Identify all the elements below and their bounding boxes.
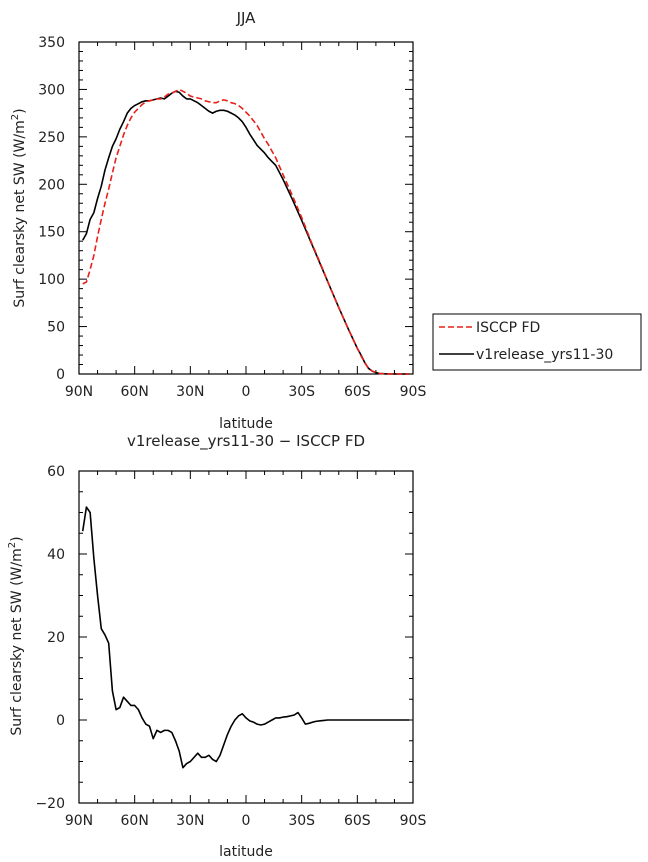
bottom-plot-area: 90N 60N 30N 0 30S 60S 90S −20 0 20 40 60	[35, 464, 426, 829]
x-tick-label: 30N	[176, 384, 204, 400]
legend-label-v1release: v1release_yrs11-30	[476, 347, 613, 363]
x-tick-label: 90S	[400, 813, 427, 829]
plot-frame	[78, 470, 414, 804]
y-tick-label: 200	[38, 177, 65, 193]
x-tick-label: 0	[242, 813, 251, 829]
y-tick-label: 0	[56, 367, 65, 383]
y-tick-label: 40	[47, 547, 65, 563]
y-tick-label: −20	[35, 796, 65, 812]
x-tick-label: 60S	[344, 384, 371, 400]
x-tick-label: 30N	[176, 813, 204, 829]
x-tick-label: 30S	[288, 384, 315, 400]
top-chart-title: JJA	[236, 9, 257, 27]
plot-frame	[78, 41, 414, 375]
y-tick-label: 20	[47, 630, 65, 646]
y-tick-label: 300	[38, 82, 65, 98]
difference-line	[81, 506, 410, 769]
y-tick-label: 250	[38, 130, 65, 146]
legend-box	[432, 313, 642, 371]
x-tick-label: 0	[242, 384, 251, 400]
x-tick-label: 30S	[288, 813, 315, 829]
y-tick-label: 0	[56, 713, 65, 729]
x-tick-label: 60N	[121, 813, 149, 829]
x-tick-label: 90N	[65, 813, 93, 829]
x-tick-label: 90N	[65, 384, 93, 400]
top-y-axis-label: Surf clearsky net SW (W/m2)	[10, 108, 28, 307]
bottom-x-axis-label: latitude	[219, 844, 273, 860]
bottom-chart-title: v1release_yrs11-30 − ISCCP FD	[127, 432, 365, 451]
legend-label-isccp-fd: ISCCP FD	[476, 320, 540, 336]
x-tick-label: 60N	[121, 384, 149, 400]
bottom-panel: v1release_yrs11-30 − ISCCP FD 90N 60N 30N 0…	[7, 432, 426, 860]
y-tick-label: 100	[38, 272, 65, 288]
y-tick-label: 50	[47, 320, 65, 336]
x-tick-label: 90S	[400, 384, 427, 400]
bottom-y-axis-label: Surf clearsky net SW (W/m2)	[7, 536, 25, 735]
series-line-isccp-fd	[82, 88, 410, 375]
top-panel: JJA 90N 60N 30N 0 30S 60S 90S 0 50 100 150 200 250 30…	[10, 9, 426, 432]
x-tick-label: 60S	[344, 813, 371, 829]
legend: ISCCP FD v1release_yrs11-30	[432, 313, 642, 371]
top-x-axis-label: latitude	[219, 416, 273, 432]
y-tick-label: 150	[38, 225, 65, 241]
series-line-v1release-yrs11-30	[82, 90, 410, 375]
top-plot-area: 90N 60N 30N 0 30S 60S 90S 0 50 100 150 200 250 300 350	[38, 35, 426, 400]
y-tick-label: 350	[38, 35, 65, 51]
y-tick-label: 60	[47, 464, 65, 480]
